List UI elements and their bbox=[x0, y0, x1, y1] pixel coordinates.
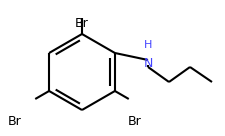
Text: Br: Br bbox=[8, 115, 22, 128]
Text: Br: Br bbox=[128, 115, 142, 128]
Text: N: N bbox=[143, 57, 153, 70]
Text: H: H bbox=[144, 40, 152, 50]
Text: Br: Br bbox=[75, 17, 89, 30]
